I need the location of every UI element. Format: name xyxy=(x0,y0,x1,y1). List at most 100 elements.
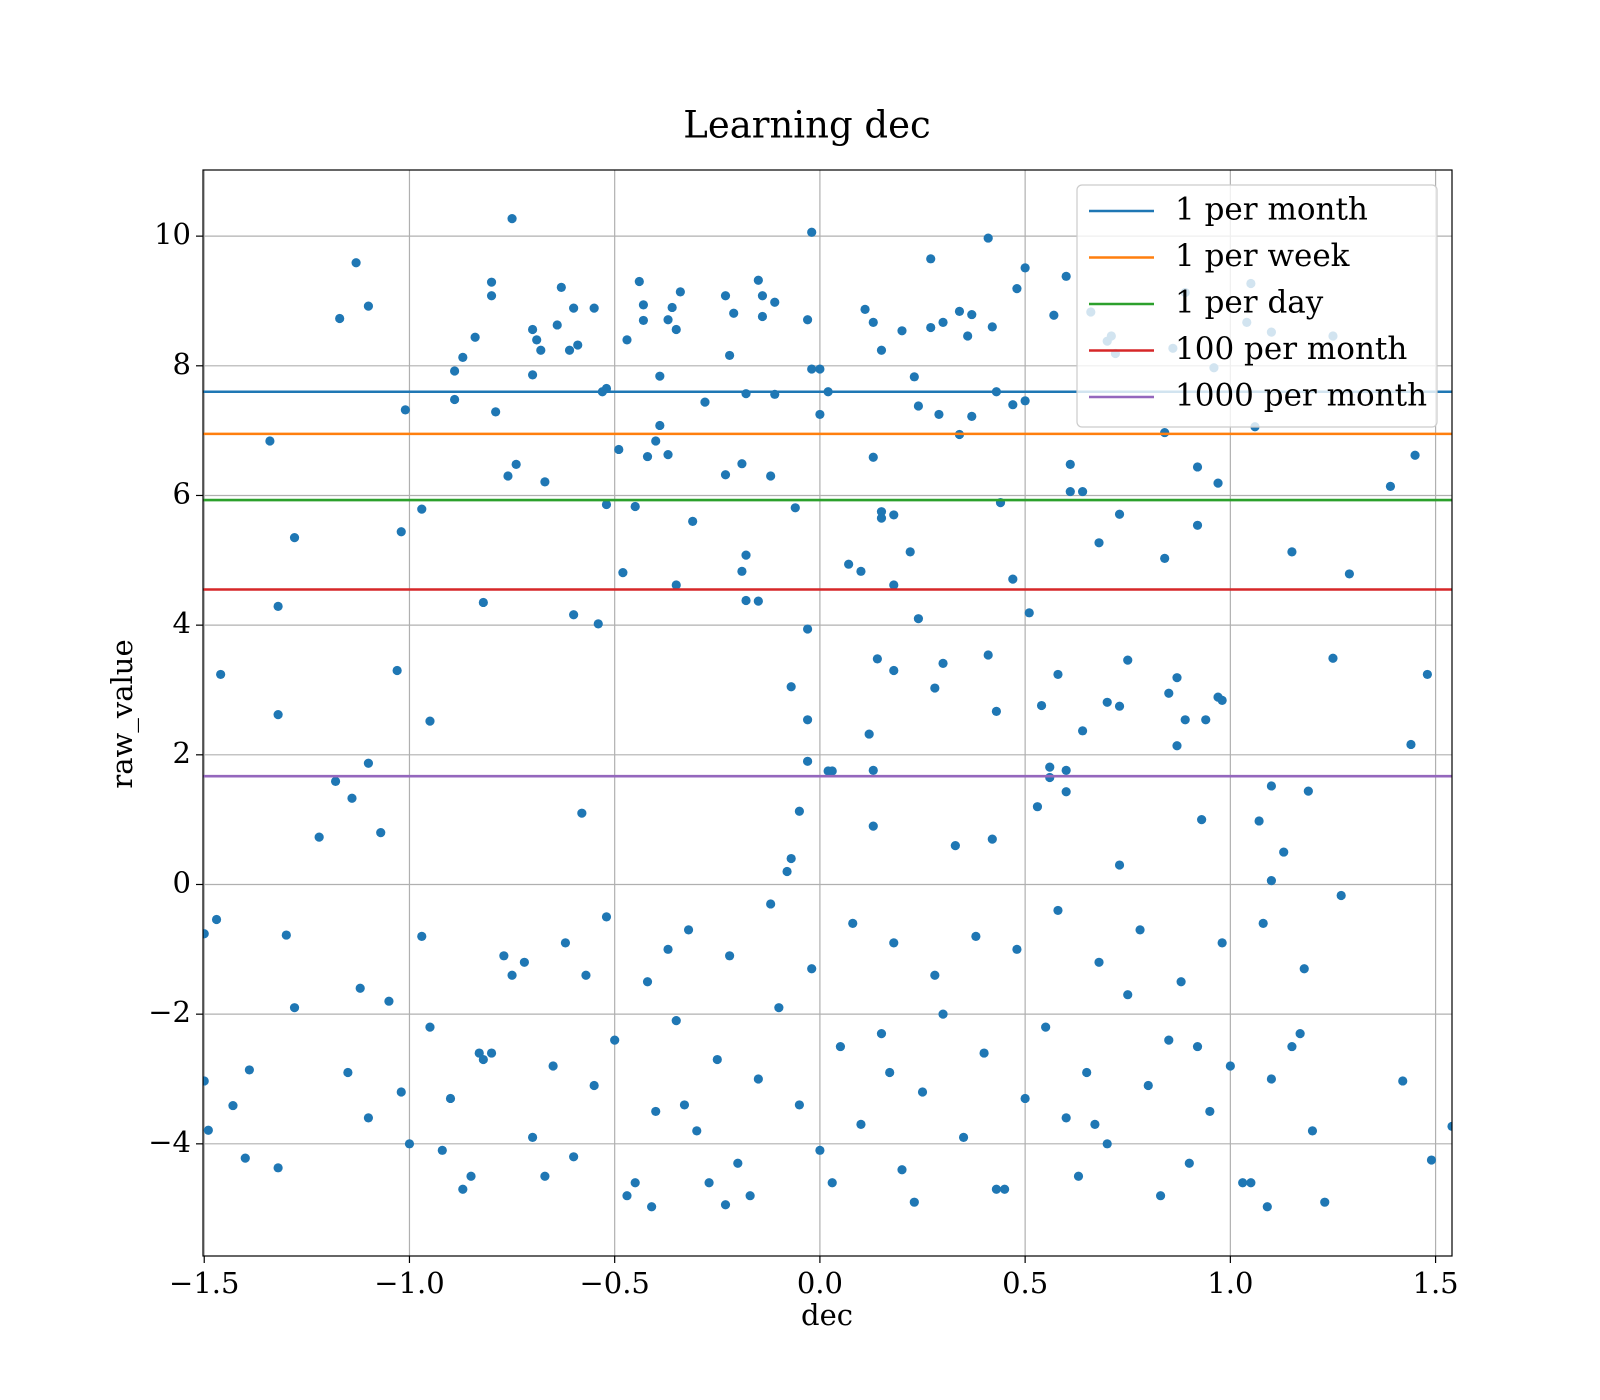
scatter-point xyxy=(1114,509,1125,519)
scatter-point xyxy=(376,828,386,838)
scatter-point xyxy=(938,658,948,669)
scatter-point xyxy=(511,459,521,469)
scatter-point xyxy=(1192,520,1203,530)
scatter-point xyxy=(1238,1178,1248,1188)
scatter-point xyxy=(417,504,427,514)
scatter-point xyxy=(581,970,591,980)
scatter-point xyxy=(876,1029,887,1039)
scatter-point xyxy=(355,983,365,993)
scatter-point xyxy=(1102,1139,1112,1149)
scatter-point xyxy=(790,503,800,513)
scatter-point xyxy=(712,1054,722,1065)
scatter-point xyxy=(774,1003,784,1013)
x-axis-label: dec xyxy=(801,1298,853,1332)
scatter-point xyxy=(876,507,887,517)
scatter-point xyxy=(203,929,209,939)
x-tick-label: 0.5 xyxy=(1002,1266,1048,1300)
scatter-point xyxy=(216,669,226,680)
scatter-point xyxy=(519,957,529,967)
scatter-point xyxy=(692,1126,702,1136)
scatter-point xyxy=(991,706,1002,716)
scatter-point xyxy=(1192,462,1203,472)
scatter-point xyxy=(499,951,509,961)
scatter-point xyxy=(757,291,768,301)
scatter-point xyxy=(1336,890,1346,901)
scatter-point xyxy=(983,650,993,660)
scatter-point xyxy=(314,832,324,842)
legend-label: 1000 per month xyxy=(1175,378,1427,414)
legend-label: 1 per day xyxy=(1175,285,1324,321)
scatter-point xyxy=(1114,701,1125,711)
scatter-point xyxy=(281,930,291,940)
scatter-point xyxy=(983,233,993,243)
scatter-point xyxy=(289,533,300,543)
scatter-point xyxy=(1217,938,1227,948)
scatter-point xyxy=(889,938,899,948)
scatter-point xyxy=(741,595,751,606)
scatter-point xyxy=(1049,310,1059,320)
scatter-point xyxy=(655,371,665,381)
scatter-point xyxy=(458,352,468,362)
scatter-point xyxy=(979,1048,989,1058)
scatter-point xyxy=(909,372,919,382)
scatter-point xyxy=(1344,569,1354,579)
scatter-point xyxy=(593,619,603,629)
scatter-point xyxy=(425,1022,435,1032)
scatter-point xyxy=(827,766,837,776)
y-tick-label: 2 xyxy=(173,736,191,770)
scatter-point xyxy=(589,303,599,313)
scatter-point xyxy=(1036,700,1047,711)
scatter-point xyxy=(540,477,550,487)
scatter-point xyxy=(503,471,513,481)
scatter-point xyxy=(1164,1035,1174,1045)
scatter-point xyxy=(671,324,681,335)
scatter-point xyxy=(1180,715,1190,725)
scatter-point xyxy=(835,1041,846,1052)
scatter-point xyxy=(1094,538,1104,548)
scatter-point xyxy=(437,1145,447,1155)
scatter-point xyxy=(897,1165,907,1175)
scatter-point xyxy=(963,331,973,341)
chart-title: Learning dec xyxy=(683,104,930,147)
scatter-point xyxy=(1143,1080,1153,1091)
scatter-point xyxy=(753,1074,763,1084)
scatter-point xyxy=(289,1003,300,1013)
scatter-point xyxy=(1385,481,1396,491)
scatter-point xyxy=(688,516,698,527)
scatter-point xyxy=(1102,697,1112,707)
scatter-point xyxy=(1024,608,1034,618)
scatter-point xyxy=(663,315,673,325)
scatter-point xyxy=(1172,741,1182,751)
scatter-point xyxy=(720,291,731,301)
scatter-point xyxy=(244,1065,254,1075)
scatter-point xyxy=(1114,860,1125,870)
scatter-point xyxy=(934,409,944,420)
scatter-point xyxy=(1061,271,1071,281)
scatter-point xyxy=(720,470,731,480)
scatter-point xyxy=(560,938,571,948)
scatter-point xyxy=(1192,1041,1203,1052)
scatter-point xyxy=(807,364,817,374)
scatter-point xyxy=(741,550,751,560)
scatter-point xyxy=(860,304,870,314)
scatter-point xyxy=(671,580,681,590)
scatter-point xyxy=(363,1113,374,1123)
scatter-point xyxy=(663,450,673,460)
scatter-point xyxy=(1155,1191,1166,1201)
scatter-point xyxy=(815,364,825,374)
scatter-point xyxy=(815,1145,825,1155)
scatter-point xyxy=(1008,574,1018,584)
scatter-point xyxy=(733,1158,743,1168)
scatter-point xyxy=(1164,688,1174,698)
x-tick-label: −0.5 xyxy=(579,1266,649,1300)
scatter-point xyxy=(458,1184,468,1194)
scatter-point xyxy=(474,1048,484,1058)
scatter-point xyxy=(335,313,345,324)
y-tick-label: 0 xyxy=(173,865,191,899)
scatter-point xyxy=(786,682,796,692)
scatter-point xyxy=(1320,1197,1330,1207)
scatter-point xyxy=(363,758,374,768)
scatter-point xyxy=(671,1016,681,1026)
scatter-point xyxy=(905,547,915,557)
x-tick-label: 1.5 xyxy=(1413,1266,1459,1300)
